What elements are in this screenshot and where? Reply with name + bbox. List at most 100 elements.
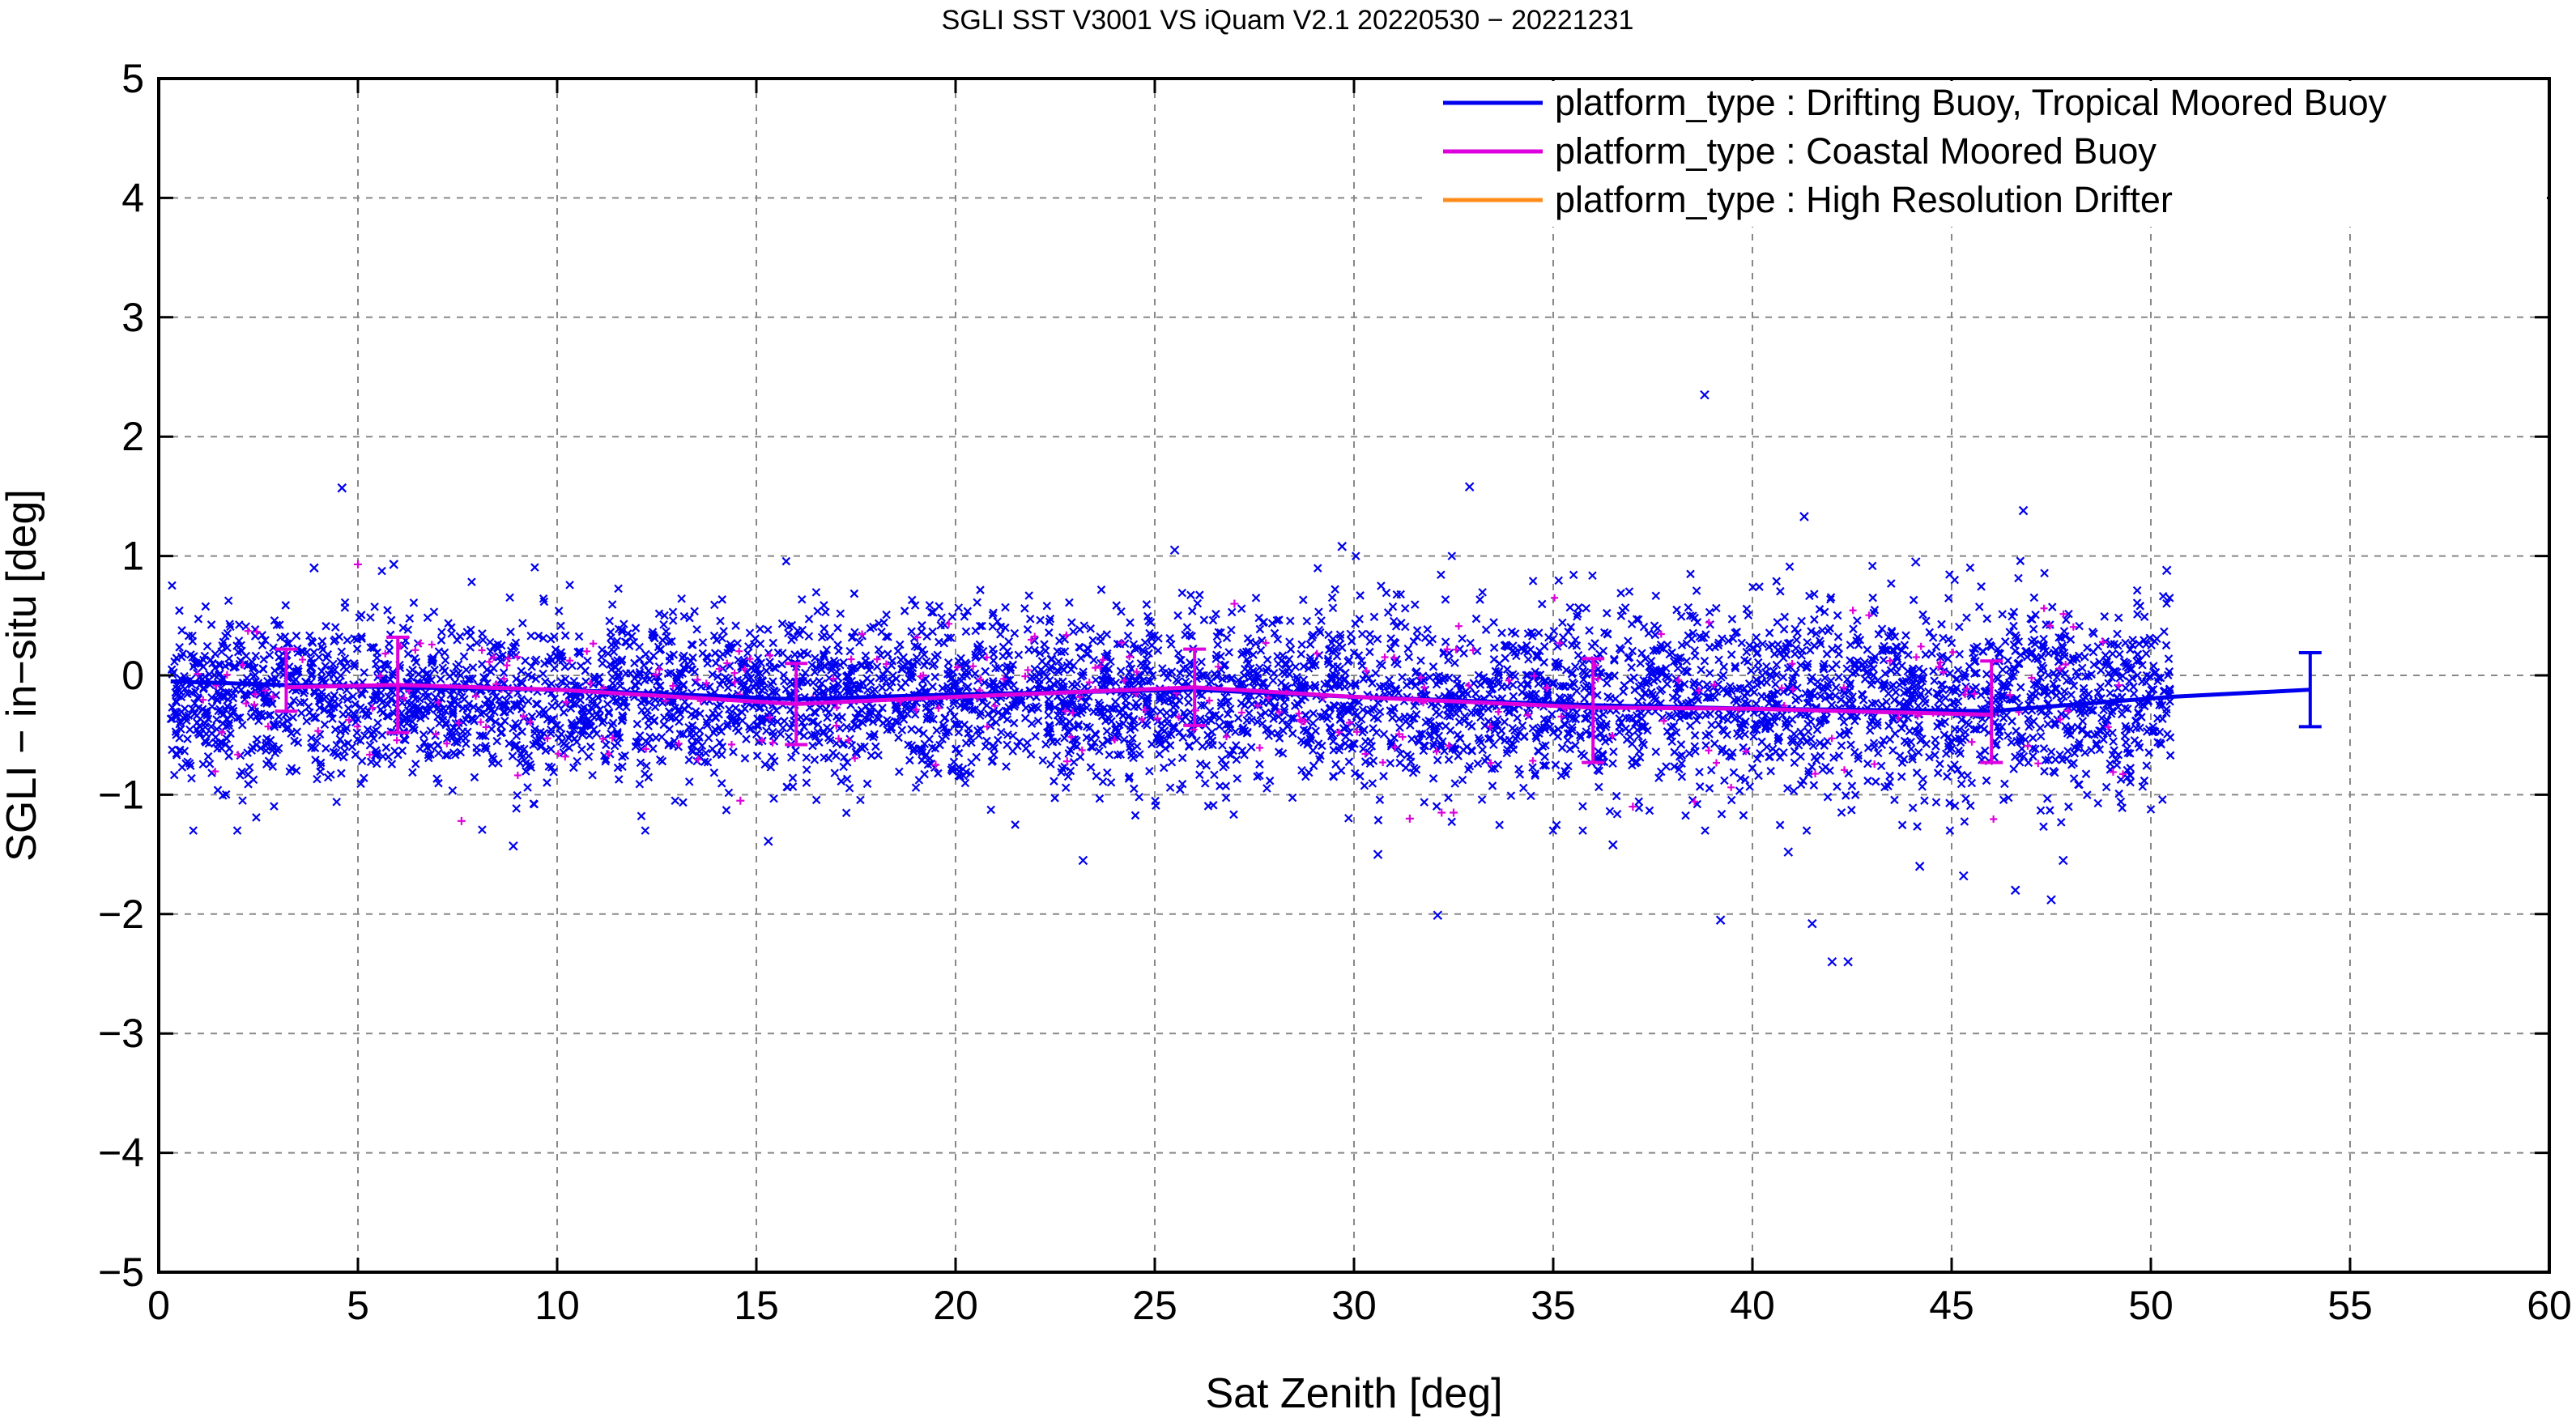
data-point [1404,653,1414,662]
data-point [819,649,828,659]
data-point [1772,660,1782,670]
data-point [175,606,184,615]
data-point [1918,674,1927,683]
data-point [1565,602,1575,612]
data-point [506,628,515,636]
data-point [1144,649,1153,658]
data-point [2024,758,2033,768]
data-point [836,609,845,619]
data-point [614,584,623,594]
data-point [2058,641,2067,650]
data-point [919,650,929,659]
data-point [1827,700,1837,709]
data-point [1967,778,1977,788]
data-point [1897,820,1907,830]
data-point [1681,811,1690,820]
data-point [526,631,535,641]
data-point [1705,607,1714,617]
data-point [403,649,413,658]
data-point [512,731,522,741]
data-point [1185,670,1194,679]
data-point [518,619,527,628]
data-point [692,624,701,634]
data-point [1518,721,1527,730]
data-point [1215,722,1224,731]
data-point [968,705,977,714]
data-point [1901,676,1910,686]
data-point [717,750,726,760]
data-point [2043,719,2053,729]
data-point [2158,795,2167,804]
data-point [1780,612,1790,622]
data-point [539,594,548,603]
data-point [1651,591,1661,601]
data-point [1356,714,1366,724]
data-point [2029,733,2037,743]
data-point [1124,774,1134,783]
data-point [1662,762,1671,771]
data-point [878,683,887,692]
data-point [1846,641,1855,649]
data-point [1766,766,1775,776]
data-point [350,634,359,643]
data-point [1116,750,1125,759]
data-point [373,718,382,727]
data-point [1619,687,1628,696]
data-point [1102,651,1112,661]
data-point [1471,614,1481,624]
data-point [1382,588,1391,598]
data-point [897,726,907,734]
data-point [802,753,811,762]
data-point [943,658,953,667]
data-point [807,717,817,726]
data-point [946,633,956,642]
data-point [1471,689,1480,698]
data-point [1046,760,1055,768]
data-point [1688,628,1697,638]
data-point [1754,771,1763,781]
data-point [1731,663,1740,673]
data-point [910,601,920,610]
data-point [1913,822,1922,831]
data-point [236,713,245,722]
data-point [605,660,615,669]
data-point [1739,811,1748,820]
data-point [1106,777,1116,787]
data-point [1524,654,1533,664]
data-point [882,610,891,619]
data-point [1441,595,1450,604]
data-point [1802,737,1812,747]
data-point [1867,561,1877,571]
data-point [1849,624,1858,634]
data-point [716,616,725,626]
scatter-points [166,390,2175,967]
data-point [2118,803,2127,812]
data-point [603,649,613,658]
data-point [1341,732,1351,741]
data-point [1673,663,1683,673]
data-point [1737,638,1747,648]
data-point [738,708,747,717]
data-point [499,668,509,677]
data-point [1761,710,1770,720]
data-point [337,768,346,778]
data-point [530,563,539,572]
data-point [409,598,419,607]
data-point [808,741,817,751]
data-point [491,717,500,726]
data-point [1644,628,1654,638]
data-point [1305,640,1315,649]
data-point [1999,795,2008,805]
data-point [710,600,719,610]
data-point [824,673,834,683]
data-point [1747,666,1756,675]
data-point [292,631,301,641]
data-point [791,746,800,756]
data-point [2016,650,2025,660]
data-point [1548,709,1556,719]
data-point [1569,679,1579,689]
data-point [1807,627,1816,636]
data-point [1933,768,1943,777]
data-point [1202,761,1211,770]
data-point [1309,718,1318,728]
